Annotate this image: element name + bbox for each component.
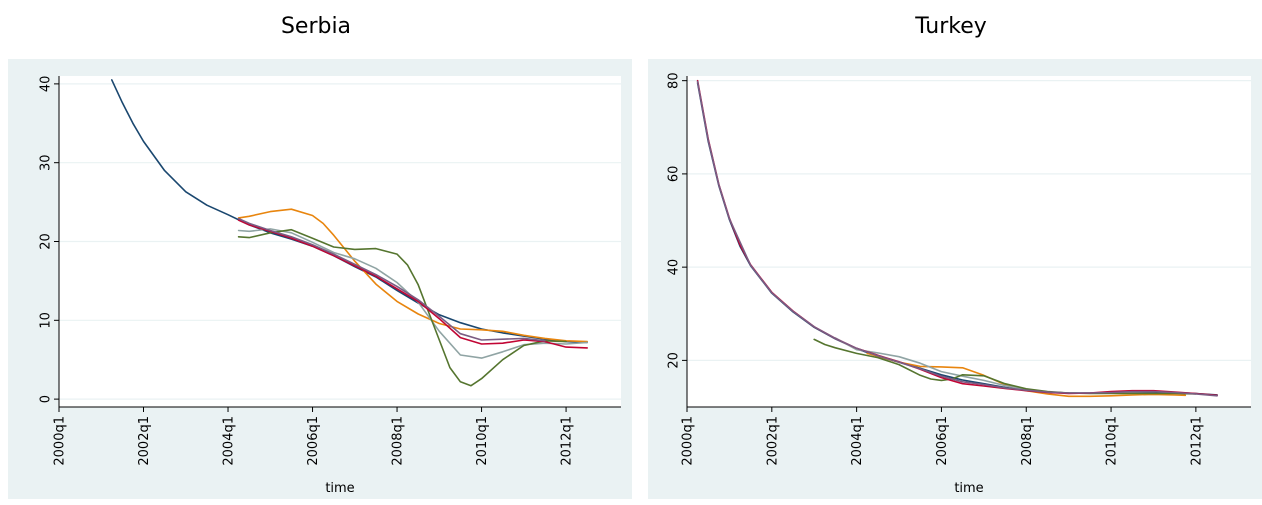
plot-area	[687, 76, 1251, 407]
series-line-1	[237, 208, 588, 343]
y-tick-label: 0	[39, 395, 54, 403]
x-tick-label: 2002q1	[765, 416, 780, 466]
chart-title: Turkey	[915, 14, 987, 39]
y-tick-label: 80	[667, 72, 682, 89]
x-tick-label: 2000q1	[681, 416, 696, 466]
series-line-5	[696, 80, 1218, 397]
chart-svg-serbia: 0 10 20 30 40 2000q1 2002q1 2004q1 2006q1 2008q1 2…	[39, 76, 621, 496]
series-line-3	[813, 338, 1197, 395]
x-tick-label: 2002q1	[137, 416, 152, 466]
x-tick-label: 2004q1	[850, 416, 865, 466]
chart-panel-turkey: Turkey 20 40 60 80 2000q1 2002q1 2004q1 2006q1 2…	[640, 0, 1262, 505]
x-tick-label: 2012q1	[560, 416, 575, 466]
x-tick-label: 2012q1	[1189, 416, 1204, 466]
y-tick-label: 20	[667, 352, 682, 369]
chart-panel-serbia: Serbia 0 10 20 30 40 2000q1 2002q1 2004q1 2006q1…	[8, 14, 632, 499]
y-tick-label: 40	[667, 259, 682, 276]
x-tick-label: 2008q1	[1020, 416, 1035, 466]
series-line-5	[237, 217, 546, 342]
x-tick-label: 2000q1	[53, 416, 68, 466]
x-axis-title: time	[954, 481, 983, 496]
y-tick-label: 10	[39, 312, 54, 329]
x-tick-label: 2008q1	[391, 416, 406, 466]
chart-svg-turkey: 20 40 60 80 2000q1 2002q1 2004q1 2006q1 2008q1 20…	[667, 72, 1251, 496]
x-axis-title: time	[325, 481, 354, 496]
y-tick-label: 60	[667, 166, 682, 183]
x-tick-label: 2010q1	[1105, 416, 1120, 466]
x-tick-label: 2006q1	[306, 416, 321, 466]
y-tick-label: 20	[39, 233, 54, 250]
y-tick-label: 40	[39, 76, 54, 93]
series-line-4	[237, 219, 588, 349]
x-tick-label: 2006q1	[935, 416, 950, 466]
chart-title: Serbia	[280, 14, 352, 39]
y-tick-label: 30	[39, 154, 54, 171]
x-tick-label: 2004q1	[222, 416, 237, 466]
series-line-3	[237, 228, 567, 387]
x-tick-label: 2010q1	[475, 416, 490, 466]
